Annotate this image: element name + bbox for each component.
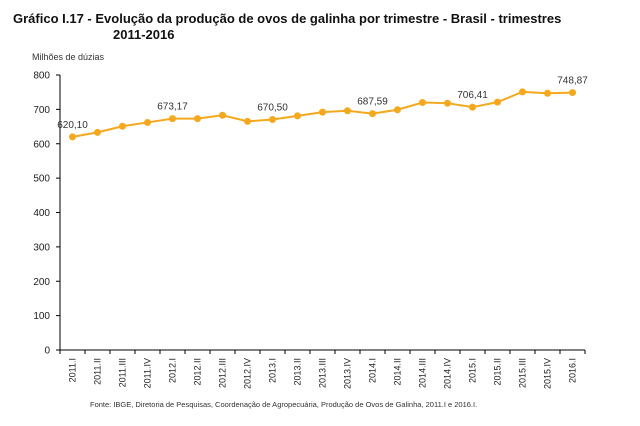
data-point: [544, 89, 551, 97]
data-point: [444, 99, 451, 107]
y-tick-label: 0: [44, 346, 50, 357]
data-point: [319, 108, 326, 116]
x-tick-label: 2014.IV: [443, 358, 453, 389]
x-tick-label: 2015.I: [468, 358, 478, 383]
x-tick-label: 2013.I: [268, 358, 278, 383]
chart-title-line2: 2011-2016: [113, 27, 175, 42]
data-point: [394, 106, 401, 114]
x-tick-label: 2016.I: [568, 358, 578, 383]
y-tick-label: 500: [33, 174, 50, 185]
chart-title-line1: Gráfico I.17 - Evolução da produção de o…: [13, 11, 562, 26]
data-point: [294, 112, 301, 120]
data-point: [219, 111, 226, 119]
y-tick-label: 400: [33, 208, 50, 219]
data-point: [344, 107, 351, 115]
data-point: [569, 89, 576, 97]
x-tick-label: 2014.III: [418, 358, 428, 388]
y-tick-label: 100: [33, 311, 50, 322]
x-tick-label: 2011.III: [118, 358, 128, 387]
x-tick-label: 2013.III: [318, 358, 328, 388]
x-tick-label: 2012.IV: [243, 358, 253, 389]
x-tick-label: 2011.IV: [143, 358, 153, 388]
y-axis-label: Milhões de dúzias: [32, 52, 105, 62]
y-tick-label: 800: [33, 71, 50, 82]
x-tick-label: 2012.I: [168, 358, 178, 383]
data-label: 670,50: [257, 103, 288, 114]
data-point: [144, 118, 151, 126]
data-point: [269, 116, 276, 124]
data-point: [169, 115, 176, 123]
data-point: [494, 98, 501, 106]
data-point: [94, 128, 101, 136]
x-tick-label: 2012.III: [218, 358, 228, 388]
x-tick-label: 2013.II: [293, 358, 303, 386]
data-label: 673,17: [157, 102, 188, 113]
data-point: [69, 133, 76, 141]
x-tick-label: 2013.IV: [343, 358, 353, 389]
chart-title: Gráfico I.17 - Evolução da produção de o…: [13, 11, 628, 43]
data-point: [194, 115, 201, 123]
data-point: [519, 88, 526, 96]
y-tick-label: 600: [33, 139, 50, 150]
data-point: [119, 122, 126, 130]
x-tick-label: 2011.I: [68, 358, 78, 382]
x-tick-label: 2015.II: [493, 358, 503, 386]
x-tick-label: 2014.II: [393, 358, 403, 386]
data-point: [469, 103, 476, 111]
source-note: Fonte: IBGE, Diretoria de Pesquisas, Coo…: [90, 400, 478, 409]
data-label: 706,41: [457, 90, 488, 101]
y-tick-label: 300: [33, 242, 50, 253]
data-point: [419, 99, 426, 106]
data-point: [369, 110, 376, 118]
data-label: 748,87: [557, 76, 588, 87]
x-tick-label: 2011.II: [93, 358, 103, 385]
y-tick-label: 700: [33, 105, 50, 116]
data-label: 620,10: [57, 120, 88, 131]
x-tick-label: 2015.IV: [543, 358, 553, 389]
y-tick-label: 200: [33, 277, 50, 288]
data-label: 687,59: [357, 97, 388, 108]
x-tick-label: 2015.III: [518, 358, 528, 388]
x-tick-label: 2012.II: [193, 358, 203, 386]
x-tick-label: 2014.I: [368, 358, 378, 383]
data-point: [244, 117, 251, 125]
